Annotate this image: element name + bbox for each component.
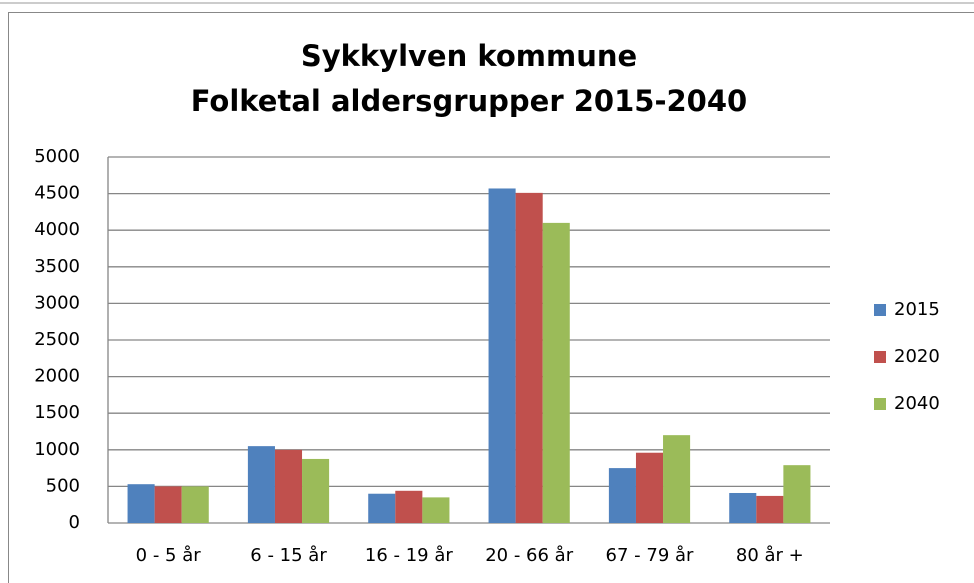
bar	[515, 192, 543, 524]
y-tick-label: 2000	[34, 366, 80, 387]
chart-subtitle: Folketal aldersgrupper 2015-2040	[191, 84, 747, 118]
x-tick-label: 20 - 66 år	[485, 545, 573, 566]
x-tick-label: 0 - 5 år	[136, 545, 202, 566]
y-tick-label: 500	[46, 475, 80, 496]
legend-swatch	[874, 398, 886, 410]
y-tick-label: 3500	[34, 256, 80, 277]
bar	[542, 222, 570, 523]
y-tick-label: 5000	[34, 146, 80, 167]
y-tick-label: 0	[69, 512, 80, 533]
y-tick-label: 3000	[34, 292, 80, 313]
bar	[422, 497, 450, 523]
y-tick-label: 4500	[34, 183, 80, 204]
bar	[488, 188, 516, 523]
legend-label: 2020	[894, 346, 940, 367]
bar	[729, 492, 757, 523]
bar	[663, 435, 691, 523]
x-tick-label: 6 - 15 år	[250, 545, 327, 566]
y-tick-label: 1500	[34, 402, 80, 423]
chart-frame	[8, 12, 974, 583]
x-tick-label: 80 år +	[736, 545, 804, 566]
legend-label: 2015	[894, 299, 940, 320]
bar	[274, 449, 303, 523]
bar	[395, 490, 423, 523]
y-tick-label: 2500	[34, 329, 80, 350]
bar	[127, 484, 155, 523]
bar	[181, 486, 209, 523]
y-tick-label: 4000	[34, 219, 80, 240]
bar	[756, 495, 784, 523]
bar	[635, 452, 664, 523]
legend-label: 2040	[894, 393, 940, 414]
bar	[368, 493, 396, 523]
y-tick-label: 1000	[34, 439, 80, 460]
chart-title: Sykkylven kommune	[301, 39, 637, 73]
bar	[608, 468, 636, 523]
bar	[154, 486, 182, 523]
legend-swatch	[874, 304, 886, 316]
x-tick-label: 16 - 19 år	[365, 545, 453, 566]
legend-swatch	[874, 351, 886, 363]
bar	[302, 458, 330, 523]
x-tick-label: 67 - 79 år	[606, 545, 694, 566]
bar	[247, 446, 275, 523]
bar	[783, 465, 811, 523]
